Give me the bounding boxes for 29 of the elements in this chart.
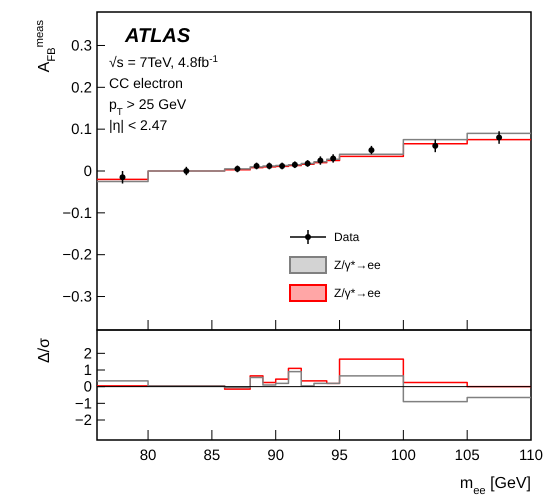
y-tick-label: 0 (84, 378, 92, 396)
x-axis-title: m$_{ee}$ [GeV] (460, 475, 531, 497)
x-tick-label: 105 (454, 447, 480, 464)
y-tick-label: 0.3 (71, 37, 92, 54)
x-tick-label: 90 (267, 447, 284, 464)
y-tick-label: 1 (84, 362, 92, 379)
legend-label: Z/γ*→ee (334, 286, 382, 300)
x-tick-label: 85 (204, 447, 220, 464)
y-tick-label: 2 (84, 345, 92, 362)
y-tick-label: 0.2 (71, 79, 92, 96)
y-tick-label: 0 (84, 163, 92, 180)
y-tick-label: −0.2 (62, 246, 92, 264)
annotation: |η| < 2.47 (109, 117, 168, 133)
y-tick-label: −1 (74, 395, 92, 412)
x-tick-label: 100 (390, 447, 416, 464)
x-tick-label: 80 (140, 447, 156, 464)
legend-label: Data (334, 230, 360, 244)
y-axis-title: Δ/σ (36, 338, 53, 364)
x-tick-label: 95 (331, 447, 348, 464)
y-tick-label: −0.1 (62, 204, 92, 222)
x-tick-label: 110 (519, 447, 543, 464)
annotation: p$_{T}$ > 25 GeV (109, 96, 187, 118)
y-tick-label: 0.1 (71, 121, 92, 138)
legend-label: Z/γ*→ee (334, 258, 382, 272)
annotation: √s = 7TeV, 4.8fb$^{-1}$ (109, 54, 218, 70)
annotation: CC electron (109, 75, 183, 91)
y-tick-label: −0.3 (62, 288, 92, 306)
y-tick-label: −2 (74, 412, 92, 429)
annotation: ATLAS (124, 25, 191, 47)
